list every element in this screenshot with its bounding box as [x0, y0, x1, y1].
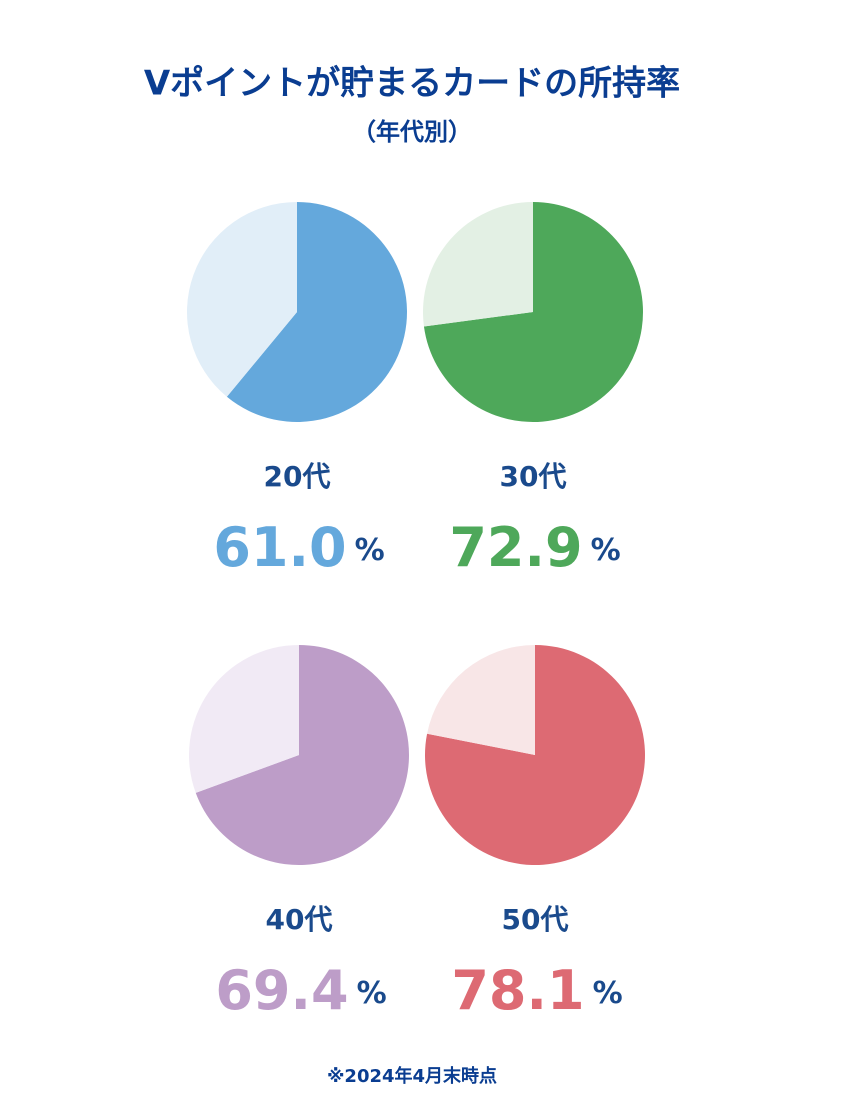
category-label: 30代: [500, 460, 567, 493]
value-label: 72.9%: [449, 516, 620, 579]
pie-slice: [226, 202, 407, 423]
pie-slice: [424, 645, 645, 865]
pie-slice: [188, 645, 299, 793]
category-label: 50代: [502, 903, 569, 936]
value-label: 61.0%: [213, 516, 384, 579]
value-label: 69.4%: [215, 959, 386, 1022]
value-label: 78.1%: [451, 959, 622, 1022]
chart-subtitle: （年代別）: [352, 118, 472, 146]
pie-slice: [423, 202, 643, 422]
value-number: 72.9: [449, 516, 582, 579]
pie-slice: [427, 645, 535, 755]
value-number: 69.4: [215, 959, 348, 1022]
pie-slice: [195, 645, 409, 865]
category-label: 40代: [266, 903, 333, 936]
value-number: 61.0: [213, 516, 346, 579]
value-unit: %: [357, 976, 387, 1011]
category-label: 20代: [264, 460, 331, 493]
value-unit: %: [591, 533, 621, 568]
chart-title: Vポイントが貯まるカードの所持率: [144, 64, 680, 104]
value-number: 78.1: [451, 959, 584, 1022]
pie-slice: [423, 202, 533, 327]
value-unit: %: [593, 976, 623, 1011]
note: ※2024年4月末時点: [327, 1065, 497, 1087]
value-unit: %: [355, 533, 385, 568]
pie-slice: [187, 202, 297, 397]
